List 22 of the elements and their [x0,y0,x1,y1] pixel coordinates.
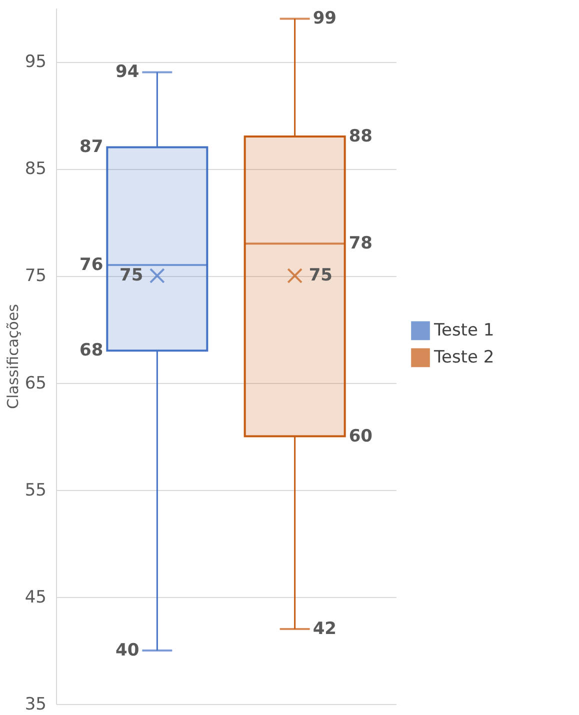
y-tick-label: 85 [24,159,46,180]
y-tick-label: 95 [24,52,46,72]
text: 88 [348,126,372,146]
text: 94 [116,62,140,82]
y-tick-label: 35 [24,694,46,714]
y-axis-title: Classificações [4,304,22,409]
y-tick-label: 65 [24,373,46,394]
text: 87 [80,137,104,158]
text: 60 [348,426,372,446]
text: 42 [312,619,336,640]
text: 78 [348,234,372,254]
y-tick-label: 55 [24,480,46,500]
text: 75 [120,266,144,286]
y-tick-label: 45 [24,587,46,608]
y-tick-label: 75 [24,266,46,286]
text: 75 [308,266,332,286]
text: 76 [80,254,104,275]
text: 99 [312,8,336,29]
legend-label: Teste 2 [433,348,494,368]
text: 40 [116,640,140,660]
text: 68 [80,340,104,361]
legend-label: Teste 1 [433,320,494,341]
